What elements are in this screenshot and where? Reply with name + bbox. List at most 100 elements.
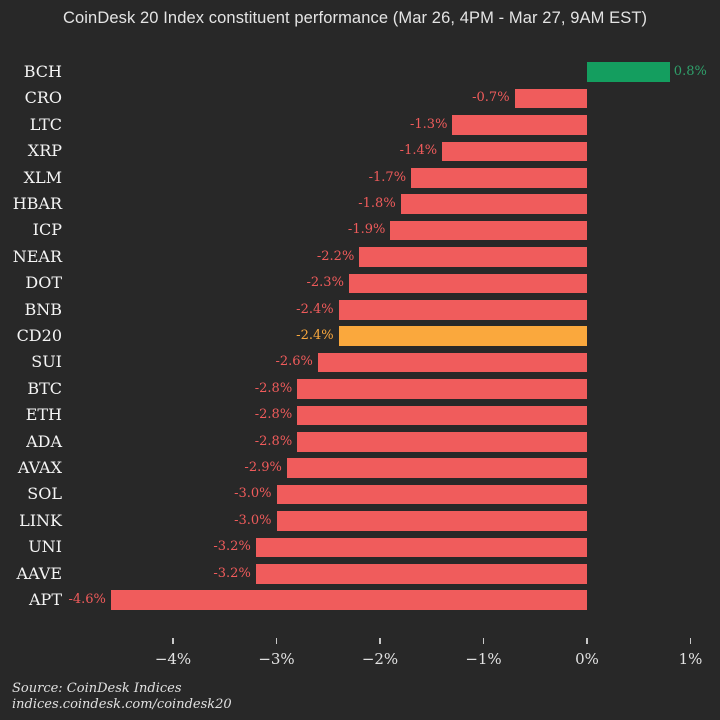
x-axis-tick-mark <box>586 638 588 644</box>
bar-row: BCH 0.8% <box>0 59 720 85</box>
category-label: UNI <box>28 537 62 557</box>
value-label: 0.8% <box>673 64 707 79</box>
bar <box>452 115 587 135</box>
bar <box>338 326 587 346</box>
bar <box>297 379 587 399</box>
source-line-2: indices.coindesk.com/coindesk20 <box>12 697 232 712</box>
x-axis-tick-mark <box>482 638 485 644</box>
x-axis-tick-mark <box>689 638 692 644</box>
bar-row: LTC -1.3% <box>0 112 720 138</box>
category-label: DOT <box>25 273 62 293</box>
value-label: -1.4% <box>399 143 438 159</box>
bar <box>297 405 587 426</box>
category-label: APT <box>29 590 62 609</box>
x-axis-tick-mark <box>172 638 174 644</box>
bar <box>348 273 587 294</box>
bar <box>390 220 587 241</box>
category-label: AVAX <box>17 458 62 477</box>
category-label: ADA <box>26 431 62 451</box>
category-label: HBAR <box>12 194 62 213</box>
category-label: AAVE <box>16 563 62 583</box>
chart-title: CoinDesk 20 Index constituent performanc… <box>63 9 648 27</box>
x-axis-tick-mark <box>275 638 278 644</box>
category-label: XRP <box>27 141 62 161</box>
bar-row: XLM -1.7% <box>0 165 720 191</box>
x-axis-tick-label: −1% <box>465 650 502 668</box>
value-label: -1.9% <box>347 222 386 238</box>
bar <box>411 168 587 188</box>
value-label: -2.4% <box>296 328 334 343</box>
x-axis-tick-label: −3% <box>258 650 295 668</box>
bar <box>276 511 587 531</box>
category-label: SUI <box>31 352 62 372</box>
value-label: -1.3% <box>410 116 448 132</box>
value-label: -3.0% <box>234 512 272 528</box>
bar <box>317 352 587 373</box>
bar-row: APT -4.6% <box>0 587 720 613</box>
bar <box>110 590 587 610</box>
category-label: CD20 <box>16 326 62 345</box>
bar-row: CRO -0.7% <box>0 85 720 111</box>
bar-row: ICP -1.9% <box>0 217 720 243</box>
bar <box>255 537 587 558</box>
bar <box>587 62 670 82</box>
category-label: ICP <box>32 220 62 240</box>
bar <box>359 247 587 267</box>
bar-row: SOL -3.0% <box>0 481 720 507</box>
bar-row: AAVE -3.2% <box>0 561 720 587</box>
bar <box>338 300 587 320</box>
category-label: NEAR <box>12 246 62 266</box>
bar-row: CD20 -2.4% <box>0 323 720 349</box>
value-label: -2.3% <box>306 275 344 291</box>
x-axis: −4% −3% −2% −1% 0% 1% <box>0 638 720 682</box>
value-label: -3.2% <box>213 565 251 581</box>
category-label: LINK <box>19 510 62 530</box>
x-axis-tick-label: 0% <box>575 650 599 668</box>
source-note: Source: CoinDesk Indices indices.coindes… <box>12 681 232 713</box>
bar-row: SUI -2.6% <box>0 349 720 375</box>
bar <box>276 484 587 505</box>
bar <box>514 88 587 109</box>
x-axis-tick-label: −2% <box>361 650 399 668</box>
bar-row: UNI -3.2% <box>0 534 720 560</box>
value-label: -2.9% <box>244 460 282 475</box>
value-label: -4.6% <box>68 592 106 607</box>
value-label: -2.8% <box>254 433 293 449</box>
value-label: -1.8% <box>358 196 396 211</box>
bar-chart: BCH 0.8% CRO -0.7% LTC -1.3% XRP -1.4% XLM -1.7% H… <box>0 59 720 613</box>
x-axis-tick-label: 1% <box>678 650 703 668</box>
bar-row: XRP -1.4% <box>0 138 720 164</box>
bar <box>297 432 587 452</box>
value-label: -2.8% <box>254 407 293 423</box>
category-label: CRO <box>24 88 62 108</box>
category-label: BNB <box>24 299 62 319</box>
value-label: -2.4% <box>296 301 334 317</box>
value-label: -2.6% <box>275 354 313 370</box>
value-label: -2.8% <box>254 380 293 396</box>
bar-row: ADA -2.8% <box>0 429 720 455</box>
bar-row: LINK -3.0% <box>0 508 720 534</box>
category-label: XLM <box>23 167 62 187</box>
x-axis-tick-mark <box>379 638 381 644</box>
source-line-1: Source: CoinDesk Indices <box>12 681 182 696</box>
bar-row: NEAR -2.2% <box>0 244 720 270</box>
bar-row: ETH -2.8% <box>0 402 720 428</box>
category-label: ETH <box>25 405 62 425</box>
value-label: -2.2% <box>316 248 355 264</box>
category-label: LTC <box>29 114 62 134</box>
category-label: SOL <box>27 484 62 504</box>
bar <box>286 458 587 478</box>
bar <box>255 564 587 584</box>
category-label: BCH <box>23 62 62 81</box>
bar-row: AVAX -2.9% <box>0 455 720 481</box>
category-label: BTC <box>27 378 62 398</box>
value-label: -3.0% <box>234 486 272 502</box>
bar <box>400 194 587 214</box>
x-axis-tick-label: −4% <box>154 650 192 668</box>
bar-row: HBAR -1.8% <box>0 191 720 217</box>
value-label: -0.7% <box>472 90 510 106</box>
bar-row: DOT -2.3% <box>0 270 720 296</box>
bar-row: BNB -2.4% <box>0 297 720 323</box>
value-label: -1.7% <box>368 169 407 185</box>
